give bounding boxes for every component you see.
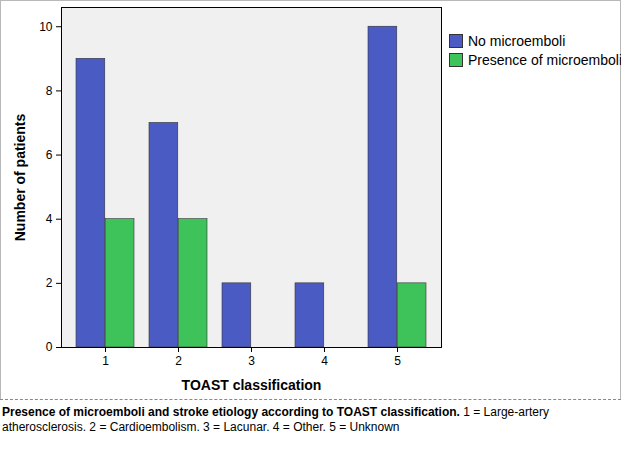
- svg-text:TOAST classification: TOAST classification: [182, 377, 322, 393]
- svg-text:8: 8: [46, 84, 53, 98]
- html-text:Presence of microemboli and st: Presence of microemboli and stroke etiol…: [2, 405, 549, 434]
- svg-text:3: 3: [248, 354, 255, 368]
- svg-text:10: 10: [39, 20, 53, 34]
- svg-text:2: 2: [46, 276, 53, 290]
- svg-text:6: 6: [46, 148, 53, 162]
- svg-text:4: 4: [321, 354, 328, 368]
- html-text:No microemboli: No microemboli: [468, 33, 566, 49]
- svg-text:Number of patients: Number of patients: [12, 114, 28, 242]
- svg-text:0: 0: [46, 340, 53, 354]
- svg-text:5: 5: [394, 354, 401, 368]
- svg-text:1: 1: [102, 354, 109, 368]
- svg-text:2: 2: [175, 354, 182, 368]
- svg-text:4: 4: [46, 212, 53, 226]
